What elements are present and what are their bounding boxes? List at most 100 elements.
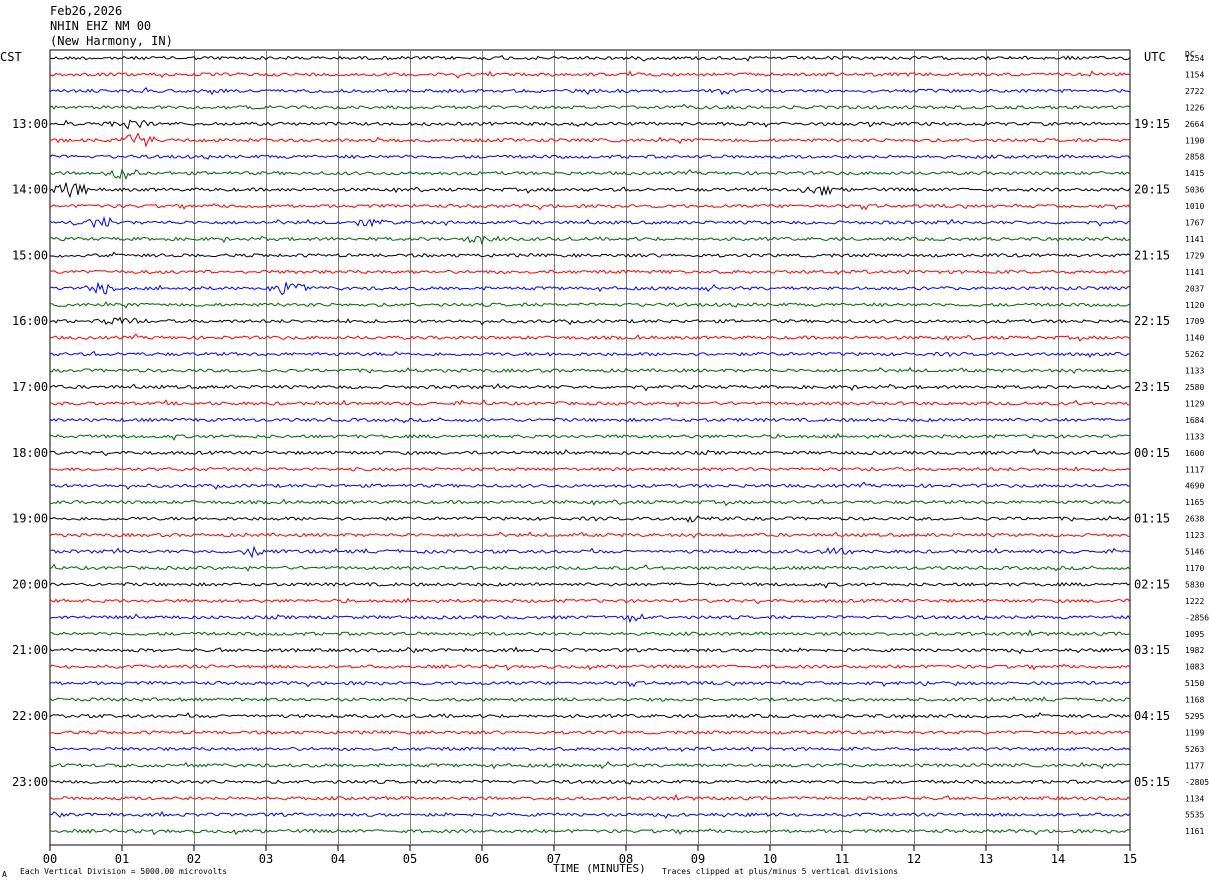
trace-line-35 (49, 629, 1131, 637)
dc-offset-label: 1120 (1185, 301, 1204, 310)
trace-line-45 (49, 793, 1131, 801)
trace-line-40 (49, 712, 1131, 720)
x-tick-label-13: 13 (979, 852, 993, 866)
right-hour-label: 04:15 (1134, 709, 1170, 723)
dc-offset-label: 5146 (1185, 548, 1204, 557)
right-hour-label: 01:15 (1134, 512, 1170, 526)
trace-line-13 (49, 269, 1131, 275)
scale-note: Each Vertical Division = 5000.00 microvo… (20, 867, 228, 876)
dc-offset-label: 1117 (1185, 465, 1204, 474)
left-hour-label: 18:00 (12, 446, 48, 460)
trace-line-34 (49, 613, 1131, 624)
trace-line-46 (49, 810, 1131, 819)
hour-label-group: 13:00 14:00 15:00 16:00 17:00 18:00 19:00 20:00… (12, 117, 1170, 789)
x-tick-label-03: 03 (259, 852, 273, 866)
trace-line-41 (49, 730, 1131, 735)
left-hour-label: 22:00 (12, 709, 48, 723)
trace-line-1 (49, 70, 1131, 79)
dc-offset-label: 1982 (1185, 646, 1204, 655)
x-tick-label-09: 09 (691, 852, 705, 866)
trace-line-16 (49, 316, 1131, 326)
dc-offset-label: 1222 (1185, 597, 1204, 606)
dc-offset-label: 5535 (1185, 811, 1204, 820)
x-tick-label-14: 14 (1051, 852, 1065, 866)
right-hour-label: 23:15 (1134, 380, 1170, 394)
x-tick-label-01: 01 (115, 852, 129, 866)
left-hour-label: 23:00 (12, 775, 48, 789)
left-hour-label: 15:00 (12, 248, 48, 262)
dc-offset-label: -2856 (1185, 613, 1209, 622)
trace-line-15 (49, 301, 1131, 309)
dc-offset-label: 5036 (1185, 186, 1204, 195)
right-hour-label: 05:15 (1134, 775, 1170, 789)
trace-line-44 (49, 779, 1131, 785)
dc-offset-label: 1709 (1185, 317, 1204, 326)
x-tick-label-15: 15 (1123, 852, 1137, 866)
left-hour-label: 20:00 (12, 577, 48, 591)
dc-offset-label: 1141 (1185, 268, 1204, 277)
dc-offset-label: 1729 (1185, 251, 1204, 260)
dc-offset-label: 1129 (1185, 399, 1204, 408)
right-hour-label: 03:15 (1134, 643, 1170, 657)
left-hour-label: 13:00 (12, 117, 48, 131)
dc-offset-label: -2805 (1185, 778, 1209, 787)
trace-line-43 (49, 761, 1131, 770)
trace-line-10 (49, 215, 1131, 229)
right-hour-label: 02:15 (1134, 577, 1170, 591)
corner-mark: A (2, 870, 7, 879)
dc-offset-label: 1161 (1185, 827, 1204, 836)
trace-line-9 (49, 203, 1131, 211)
x-tick-label-05: 05 (403, 852, 417, 866)
right-hour-label: 00:15 (1134, 446, 1170, 460)
right-hour-label: 20:15 (1134, 183, 1170, 197)
trace-line-18 (49, 350, 1131, 358)
trace-line-22 (49, 417, 1131, 424)
dc-offset-label: 1254 (1185, 54, 1204, 63)
x-tick-label-04: 04 (331, 852, 345, 866)
dc-offset-label: 5262 (1185, 350, 1204, 359)
dc-offset-label: 1140 (1185, 334, 1204, 343)
dc-offset-label: 1123 (1185, 531, 1204, 540)
dc-offset-label: 4690 (1185, 482, 1204, 491)
header-station: NHIN EHZ NM 00 (50, 19, 152, 33)
dc-offset-label: 2664 (1185, 120, 1204, 129)
dc-offset-label: 1170 (1185, 564, 1204, 573)
trace-line-37 (49, 663, 1131, 671)
dc-offset-label: 5830 (1185, 580, 1204, 589)
trace-line-36 (49, 646, 1131, 655)
left-hour-label: 14:00 (12, 183, 48, 197)
x-tick-label-12: 12 (907, 852, 921, 866)
trace-line-8 (49, 182, 1131, 199)
dc-offset-label: 2858 (1185, 153, 1204, 162)
minute-grid (49, 49, 1131, 846)
trace-group (49, 55, 1131, 836)
x-tick-label-02: 02 (187, 852, 201, 866)
dc-offset-label: 5150 (1185, 679, 1204, 688)
dc-offset-label: 2580 (1185, 383, 1204, 392)
trace-line-11 (49, 235, 1131, 246)
trace-line-17 (49, 333, 1131, 342)
trace-line-47 (49, 828, 1131, 836)
trace-line-19 (49, 366, 1131, 375)
trace-line-32 (49, 581, 1131, 589)
trace-line-12 (49, 251, 1131, 258)
x-tick-label-06: 06 (475, 852, 489, 866)
trace-line-31 (49, 563, 1131, 572)
trace-line-28 (49, 515, 1131, 523)
left-hour-label: 21:00 (12, 643, 48, 657)
trace-line-38 (49, 680, 1131, 688)
dc-offset-label: 1415 (1185, 169, 1204, 178)
dc-offset-label: 5263 (1185, 745, 1204, 754)
dc-offset-label: 1767 (1185, 219, 1204, 228)
trace-line-6 (49, 154, 1131, 160)
trace-line-14 (49, 281, 1131, 296)
dc-offset-label: 2638 (1185, 515, 1204, 524)
trace-line-26 (49, 481, 1131, 490)
x-tick-label-08: 08 (619, 852, 633, 866)
dc-offset-label: 5295 (1185, 712, 1204, 721)
dc-offset-label: 1190 (1185, 136, 1204, 145)
x-axis-label: TIME (MINUTES) (553, 862, 646, 875)
x-tick-label-10: 10 (763, 852, 777, 866)
trace-line-3 (49, 103, 1131, 110)
